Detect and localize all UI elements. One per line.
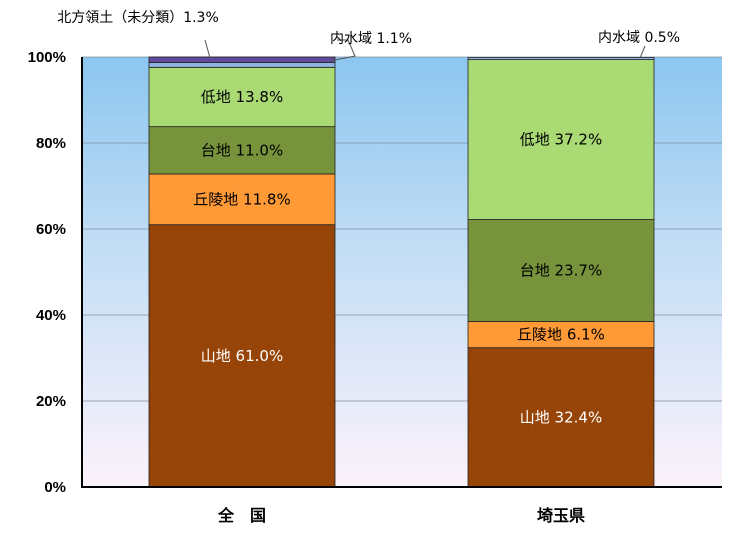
bar-segment (148, 56, 336, 63)
data-label: 低地 13.8% (201, 88, 283, 106)
bar-segment (148, 173, 336, 226)
data-label: 山地 61.0% (201, 347, 283, 365)
bar-segment (467, 347, 655, 488)
data-label: 内水域 1.1% (330, 31, 412, 47)
y-tick-label: 80% (36, 135, 66, 152)
bars (148, 56, 655, 488)
data-label: 内水域 0.5% (598, 30, 680, 46)
x-tick-label: 全 国 (217, 506, 266, 525)
data-label: 丘陵地 11.8% (193, 190, 290, 208)
bar-segment (148, 224, 336, 488)
y-tick-label: 60% (36, 221, 66, 238)
bar-segment (467, 57, 655, 60)
bar-segment (467, 219, 655, 322)
bar-segment (148, 66, 336, 128)
data-label: 丘陵地 6.1% (517, 326, 605, 344)
y-tick-label: 40% (36, 307, 66, 324)
y-tick-label: 20% (36, 393, 66, 410)
axes: 0% 20% 40% 60% 80% 100% 全 国 埼玉県 (28, 49, 722, 525)
x-tick-label: 埼玉県 (537, 506, 585, 525)
data-label: 北方領土（未分類）1.3% (57, 9, 219, 26)
bar-segment (467, 321, 655, 349)
leader-line (329, 39, 356, 62)
data-label: 山地 32.4% (520, 408, 602, 426)
bar-segment (148, 62, 336, 68)
bar-segment (467, 59, 655, 220)
labels: 山地 61.0% 丘陵地 11.8% 台地 11.0% 低地 13.8% 山地 32.4… (57, 9, 680, 426)
data-label: 台地 11.0% (201, 141, 283, 159)
data-label: 台地 23.7% (520, 261, 602, 279)
bar-segment (148, 126, 336, 175)
data-label: 低地 37.2% (520, 131, 602, 149)
leader-line (639, 45, 646, 59)
y-tick-label: 0% (44, 479, 66, 496)
leader-line (204, 39, 211, 59)
leader-lines (204, 39, 646, 62)
y-tick-label: 100% (28, 49, 66, 66)
